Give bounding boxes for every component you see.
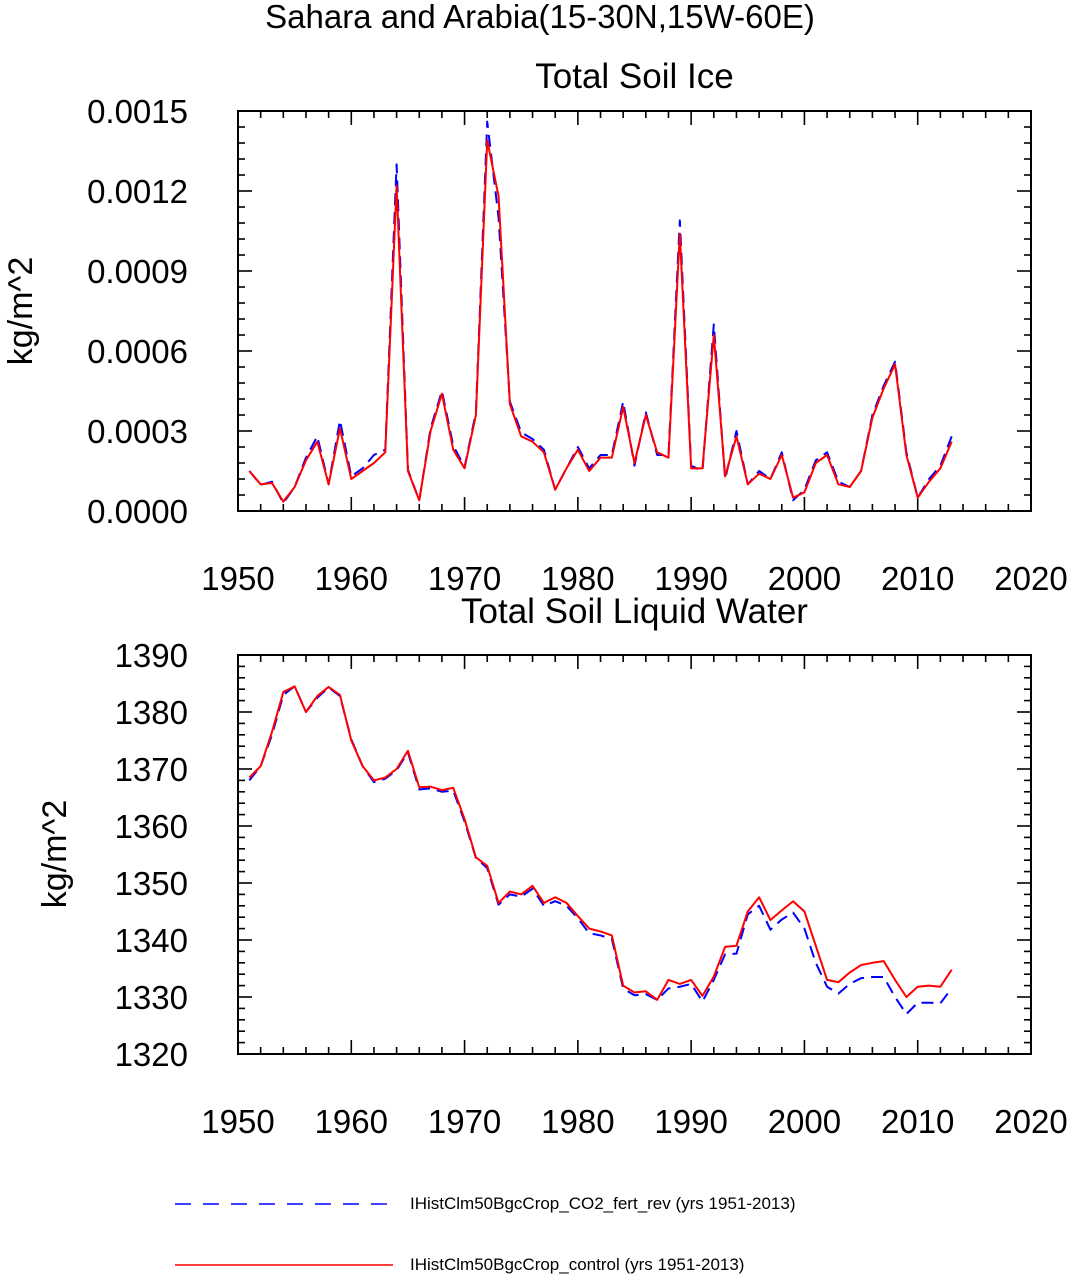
y-tick-label: 0.0006 — [87, 333, 188, 370]
x-tick-label: 2000 — [768, 560, 841, 597]
x-tick-label: 2020 — [994, 560, 1067, 597]
x-tick-label: 2010 — [881, 560, 954, 597]
x-tick-label: 2000 — [768, 1103, 841, 1140]
x-tick-label: 1990 — [654, 1103, 727, 1140]
y-tick-label: 1350 — [115, 865, 188, 902]
y-tick-label: 1390 — [115, 637, 188, 674]
chart-panel-soil-liquid-water: Total Soil Liquid Water kg/m^2 1950 1960 197… — [36, 592, 1068, 1140]
plot-frame — [237, 654, 1032, 1055]
y-tick-label: 1380 — [115, 694, 188, 731]
y-tick-label: 1320 — [115, 1036, 188, 1073]
x-tick-label: 1970 — [428, 1103, 501, 1140]
x-tick-label: 1990 — [654, 560, 727, 597]
series-line-control — [248, 685, 953, 1001]
x-tick-label: 1970 — [428, 560, 501, 597]
y-tick-label: 1330 — [115, 979, 188, 1016]
legend-label-solid: IHistClm50BgcCrop_control (yrs 1951-2013… — [410, 1255, 744, 1274]
y-tick-label: 0.0012 — [87, 173, 188, 210]
y-tick-label: 0.0003 — [87, 413, 188, 450]
y-axis-label: kg/m^2 — [2, 257, 40, 366]
page-title: Sahara and Arabia(15-30N,15W-60E) — [265, 0, 815, 35]
x-tick-label: 1980 — [541, 1103, 614, 1140]
series-line-co2-fert-rev — [248, 120, 953, 504]
x-tick-label: 1960 — [315, 1103, 388, 1140]
chart-panel-soil-ice: Total Soil Ice kg/m^2 1950 1960 1970 1980 1990… — [2, 57, 1068, 597]
x-tick-label: 1950 — [201, 560, 274, 597]
y-tick-label: 0.0015 — [87, 93, 188, 130]
x-tick-label: 2020 — [994, 1103, 1067, 1140]
x-tick-label: 1950 — [201, 1103, 274, 1140]
x-tick-label: 1980 — [541, 560, 614, 597]
legend: IHistClm50BgcCrop_CO2_fert_rev (yrs 1951… — [175, 1194, 796, 1274]
y-tick-label: 0.0000 — [87, 493, 188, 530]
y-tick-label: 1360 — [115, 808, 188, 845]
chart-title: Total Soil Liquid Water — [461, 592, 808, 631]
series-line-control — [248, 139, 953, 503]
series-line-co2-fert-rev — [248, 685, 953, 1016]
chart-title: Total Soil Ice — [535, 57, 733, 96]
legend-label-dashed: IHistClm50BgcCrop_CO2_fert_rev (yrs 1951… — [410, 1194, 796, 1213]
x-tick-label: 1960 — [315, 560, 388, 597]
y-tick-label: 0.0009 — [87, 253, 188, 290]
y-tick-label: 1370 — [115, 751, 188, 788]
y-axis-label: kg/m^2 — [36, 800, 74, 909]
x-tick-label: 2010 — [881, 1103, 954, 1140]
y-tick-label: 1340 — [115, 922, 188, 959]
plot-frame — [237, 110, 1032, 512]
